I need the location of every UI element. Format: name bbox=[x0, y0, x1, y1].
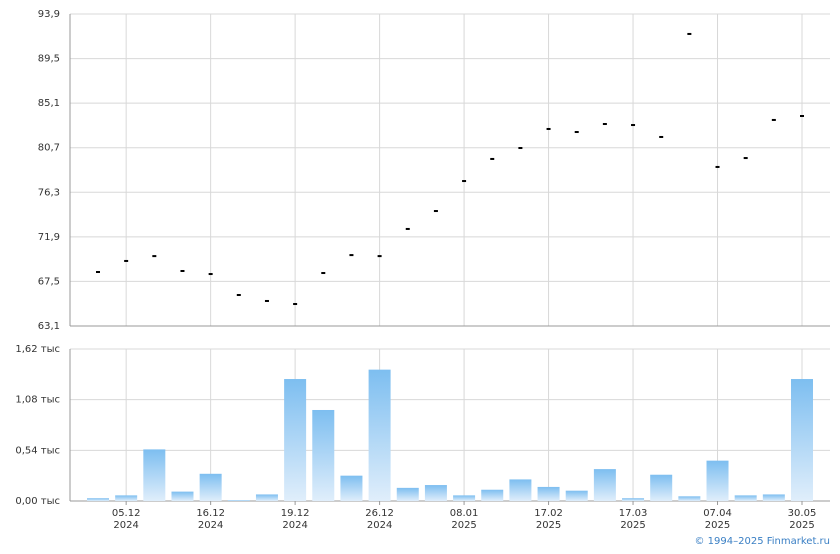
volume-bar bbox=[734, 495, 757, 501]
volume-bar bbox=[791, 379, 813, 501]
y-tick-label: 80,7 bbox=[38, 143, 60, 154]
price-mark bbox=[800, 115, 804, 118]
price-mark bbox=[124, 259, 129, 262]
volume-bar bbox=[509, 479, 532, 501]
price-mark bbox=[743, 157, 748, 160]
price-mark bbox=[687, 32, 692, 35]
volume-bar bbox=[340, 475, 363, 501]
price-mark bbox=[771, 118, 776, 121]
price-mark bbox=[546, 127, 551, 130]
price-mark bbox=[293, 303, 298, 306]
volume-bar bbox=[199, 473, 222, 501]
volume-bar bbox=[368, 369, 391, 501]
volume-bar bbox=[424, 485, 447, 501]
price-mark bbox=[602, 123, 607, 126]
price-mark bbox=[518, 147, 523, 150]
y-tick-label: 71,9 bbox=[38, 232, 60, 243]
x-tick-label: 08.01 bbox=[450, 508, 479, 519]
x-tick-label: 16.12 bbox=[196, 508, 225, 519]
x-tick-year: 2025 bbox=[536, 520, 561, 531]
y-tick-label: 0,00 тыс bbox=[15, 496, 60, 507]
x-tick-year: 2024 bbox=[113, 520, 138, 531]
volume-bar bbox=[115, 495, 138, 501]
x-tick-label: 05.12 bbox=[112, 508, 141, 519]
y-tick-label: 76,3 bbox=[38, 187, 60, 198]
copyright: © 1994–2025 Finmarket.ru bbox=[694, 536, 830, 547]
volume-bar bbox=[227, 500, 250, 501]
volume-bar bbox=[396, 487, 419, 501]
volume-bar bbox=[593, 469, 616, 501]
x-tick-label: 17.03 bbox=[619, 508, 648, 519]
price-mark bbox=[659, 135, 664, 138]
volume-bar bbox=[678, 496, 701, 501]
y-tick-label: 93,9 bbox=[38, 9, 60, 20]
price-mark bbox=[96, 271, 100, 274]
x-tick-label: 07.04 bbox=[703, 508, 732, 519]
volume-bar bbox=[453, 495, 476, 501]
y-tick-label: 0,54 тыс bbox=[15, 445, 60, 456]
x-tick-label: 26.12 bbox=[365, 508, 394, 519]
volume-bar bbox=[706, 460, 729, 501]
x-tick-year: 2024 bbox=[198, 520, 223, 531]
price-mark bbox=[715, 165, 720, 168]
y-tick-label: 63,1 bbox=[38, 321, 60, 332]
volume-bar bbox=[87, 498, 109, 501]
x-tick-year: 2025 bbox=[620, 520, 645, 531]
price-mark bbox=[405, 227, 410, 230]
volume-bar bbox=[171, 491, 194, 501]
price-mark bbox=[180, 269, 185, 272]
volume-bar bbox=[255, 494, 278, 501]
x-tick-year: 2025 bbox=[789, 520, 814, 531]
x-tick-year: 2024 bbox=[282, 520, 307, 531]
price-mark bbox=[631, 124, 636, 127]
price-mark bbox=[462, 180, 467, 183]
price-mark bbox=[574, 131, 579, 134]
x-tick-year: 2024 bbox=[367, 520, 392, 531]
y-tick-label: 67,5 bbox=[38, 276, 60, 287]
y-tick-label: 85,1 bbox=[38, 98, 60, 109]
price-mark bbox=[349, 254, 354, 257]
volume-bar bbox=[312, 409, 335, 501]
x-tick-year: 2025 bbox=[705, 520, 730, 531]
volume-bar bbox=[481, 489, 504, 501]
price-mark bbox=[152, 255, 157, 258]
volume-bar bbox=[622, 498, 645, 501]
y-tick-label: 1,62 тыс bbox=[15, 344, 60, 355]
x-tick-label: 30.05 bbox=[788, 508, 817, 519]
volume-bar bbox=[762, 494, 785, 501]
x-tick-year: 2025 bbox=[451, 520, 476, 531]
price-mark bbox=[236, 294, 241, 297]
volume-bar bbox=[565, 490, 588, 501]
price-mark bbox=[490, 157, 495, 160]
price-mark bbox=[264, 299, 269, 302]
y-tick-label: 1,08 тыс bbox=[15, 395, 60, 406]
price-mark bbox=[377, 255, 382, 258]
volume-bar bbox=[650, 474, 673, 501]
volume-bar bbox=[537, 486, 560, 501]
x-tick-label: 17.02 bbox=[534, 508, 563, 519]
x-tick-label: 19.12 bbox=[281, 508, 310, 519]
price-mark bbox=[321, 272, 326, 275]
price-mark bbox=[208, 273, 213, 276]
volume-bar bbox=[143, 449, 166, 501]
y-tick-label: 89,5 bbox=[38, 54, 60, 65]
volume-bar bbox=[284, 379, 307, 501]
price-mark bbox=[433, 210, 438, 213]
